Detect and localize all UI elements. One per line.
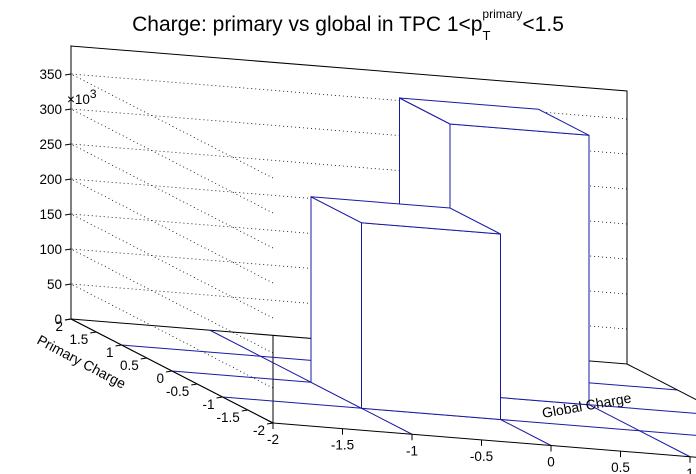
y-tick-label: -2 [253,423,265,438]
z-tick-mark [64,283,72,286]
z-tick-label: 150 [39,207,62,222]
y-tick-label: 0 [156,371,164,386]
y-tick-label: -1 [202,397,214,412]
y-tick-mark [64,318,72,321]
z-tick-label: 250 [39,137,62,152]
chart-title: Charge: primary vs global in TPC 1<pTpri… [132,7,564,43]
z-tick-label: 300 [39,102,62,117]
z-tick-label: 350 [39,67,62,82]
y-tick-mark [266,422,274,425]
y-tick-label: 1.5 [69,332,88,347]
right-floor-edge [626,363,696,401]
y-tick-label: 1 [106,345,114,360]
x-tick-label: -2 [267,432,279,447]
y-tick-label: -1.5 [216,410,239,425]
bar-side-face [310,195,362,410]
x-tick-label: -1 [406,443,418,458]
y-tick-label: 2 [55,319,63,334]
x-tick-label: 0.5 [611,460,630,474]
z-tick-label: 200 [39,172,62,187]
z-tick-mark [64,248,72,251]
bar-top-face [399,97,590,136]
bar-top-face [310,196,501,235]
y-tick-mark [165,370,173,373]
z-exponent: ×103 [67,87,97,107]
z-tick-mark [64,73,72,76]
z-tick-label: 50 [47,277,62,292]
z-tick-mark [64,108,72,111]
y-tick-label: -0.5 [166,384,189,399]
y-tick-mark [140,357,147,360]
y-tick-mark [115,344,122,347]
z-tick-mark [64,178,72,181]
z-tick-mark [64,213,72,216]
x-tick-label: -1.5 [331,438,354,453]
y-tick-mark [216,396,223,399]
y-tick-label: 0.5 [120,358,139,373]
x-tick-label: 0 [547,455,555,470]
z-tick-label: 0 [54,312,62,327]
z-tick-label: 100 [39,242,62,257]
z-tick-mark [64,143,72,146]
x-tick-label: 1 [686,466,694,474]
bars [310,97,590,421]
tick-labels: 050100150200250300350-2-1.5-1-0.500.511.… [39,67,694,474]
bar-front-face [361,222,501,421]
y-tick-mark [241,409,248,412]
x-tick-label: -0.5 [470,449,493,464]
y-tick-mark [90,331,97,334]
y-tick-mark [191,383,198,386]
